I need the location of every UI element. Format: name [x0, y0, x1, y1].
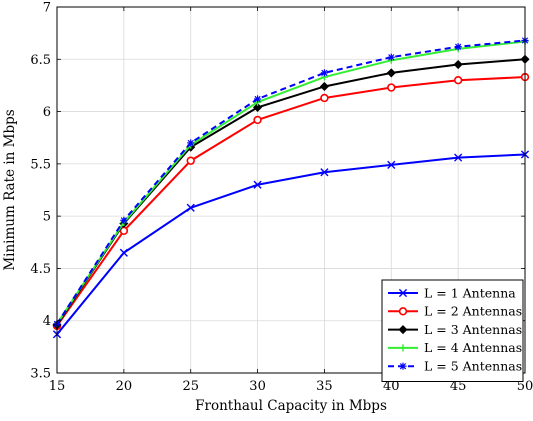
star-marker [120, 216, 128, 224]
legend-label: L = 1 Antenna [424, 285, 516, 300]
circle-marker [453, 75, 463, 85]
x-marker [454, 153, 463, 162]
plot-frame [56, 6, 526, 374]
x-marker [119, 248, 128, 257]
x-tick-label: 20 [116, 379, 133, 394]
x-tick-label: 35 [316, 379, 333, 394]
diamond-marker [453, 59, 463, 70]
series-1 [52, 150, 530, 339]
y-tick-label: 7 [43, 1, 51, 16]
y-tick-label: 3.5 [30, 367, 51, 382]
legend-item: L = 1 Antenna [388, 285, 516, 300]
legend-label: L = 2 Antennas [424, 304, 522, 319]
legend-item: L = 2 Antennas [388, 304, 522, 319]
circle-marker [253, 115, 262, 125]
axis-ticks: 15 20 25 30 35 40 45 50 3.5 4 4.5 5 5.5 6 6.5 7 [30, 1, 533, 395]
series-line [56, 76, 526, 327]
star-marker [320, 69, 329, 77]
diamond-marker [398, 325, 408, 335]
legend-item: L = 3 Antennas [388, 322, 522, 337]
x-tick-label: 30 [249, 379, 266, 394]
x-tick-label: 40 [383, 379, 400, 394]
star-marker [187, 139, 195, 147]
y-axis-label: Minimum Rate in Mbps [2, 109, 18, 270]
diamond-marker [253, 102, 263, 112]
legend-label: L = 3 Antennas [424, 322, 522, 337]
diamond-marker [319, 81, 329, 92]
legend-label: L = 5 Antennas [424, 359, 522, 374]
x-tick-label: 15 [49, 379, 66, 394]
star-marker [253, 95, 262, 103]
x-marker [398, 288, 408, 298]
star-marker [387, 53, 395, 61]
diamond-marker [386, 68, 396, 78]
circle-marker [186, 156, 195, 165]
series-line [56, 39, 526, 325]
x-marker [186, 203, 195, 212]
legend-item: L = 5 Antennas [388, 359, 522, 374]
x-marker [320, 168, 329, 177]
plus-marker [399, 344, 407, 352]
y-tick-label: 5.5 [30, 157, 51, 172]
circle-marker [320, 93, 329, 103]
series-line [56, 40, 526, 325]
circle-marker [387, 83, 396, 92]
x-tick-label: 25 [182, 379, 199, 394]
legend-item: L = 4 Antennas [388, 340, 522, 355]
y-tick-label: 4 [43, 314, 51, 329]
y-tick-label: 6.5 [30, 53, 51, 68]
legend: L = 1 Antenna L = 2 Antennas L = 3 Antenna… [381, 279, 524, 382]
x-tick-label: 45 [450, 379, 467, 394]
x-marker [253, 180, 262, 189]
x-tick-label: 50 [517, 379, 533, 394]
series-5 [53, 36, 529, 328]
y-tick-label: 5 [43, 210, 51, 225]
y-tick-label: 6 [43, 105, 51, 120]
series-line [56, 153, 526, 335]
circle-marker [398, 307, 408, 316]
star-marker [399, 362, 407, 370]
y-tick-label: 4.5 [30, 262, 51, 277]
x-axis-label: Fronthaul Capacity in Mbps [195, 398, 387, 414]
star-marker [454, 43, 462, 51]
series-layer [52, 36, 530, 339]
legend-label: L = 4 Antennas [424, 340, 522, 355]
x-marker [387, 160, 396, 169]
